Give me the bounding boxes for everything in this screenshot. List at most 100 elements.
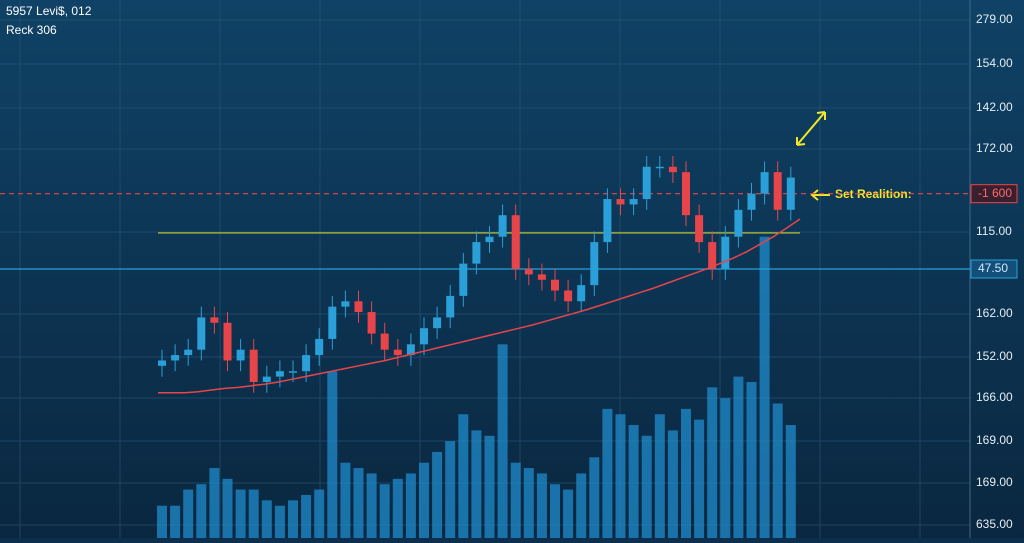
volume-bar — [157, 505, 167, 538]
volume-bar — [733, 376, 744, 538]
y-axis-label: 169.00 — [976, 433, 1013, 447]
candle-body — [328, 306, 337, 339]
candle-body — [682, 172, 690, 216]
candle-body — [184, 349, 193, 356]
arrow — [810, 189, 830, 201]
volume-bar — [366, 473, 377, 538]
candle-body — [289, 371, 297, 373]
candle-body — [642, 166, 651, 200]
volume-bar — [445, 441, 456, 538]
volume-bar — [536, 473, 547, 538]
candle-body — [341, 301, 350, 307]
candle-body — [629, 199, 638, 205]
candle-body — [433, 317, 442, 329]
volume-bar — [576, 473, 587, 538]
candle-body — [668, 166, 677, 173]
volume-bar — [314, 489, 325, 538]
volume-bar — [772, 403, 783, 538]
y-axis-label: 115.00 — [976, 224, 1012, 238]
candle-body — [236, 349, 245, 361]
candle-body — [773, 172, 782, 210]
candle-body — [406, 344, 415, 356]
volume-bar — [419, 462, 429, 538]
candle-body — [708, 242, 717, 269]
volume-bar — [615, 414, 626, 538]
volume-bar — [261, 500, 272, 538]
candle-body — [197, 317, 206, 350]
volume-bar — [170, 505, 181, 538]
candle-body — [603, 199, 612, 243]
candle-body — [498, 215, 507, 237]
candle-body — [171, 355, 180, 361]
candle-body — [315, 338, 324, 356]
candle-body — [721, 236, 730, 269]
volume-bar — [209, 468, 220, 538]
candle-body — [786, 177, 795, 210]
candle-body — [655, 166, 664, 169]
candle-body — [524, 269, 533, 275]
candle-body — [446, 295, 455, 318]
candle-body — [380, 333, 389, 350]
volume-bar — [288, 500, 298, 538]
candle-body — [760, 172, 769, 194]
volume-bar — [628, 425, 639, 538]
volume-bar — [327, 371, 338, 538]
volume-bar — [602, 408, 613, 538]
level-tag — [970, 184, 1018, 204]
arrow — [796, 111, 826, 146]
candle-body — [262, 376, 271, 382]
volume-bar — [497, 344, 508, 538]
volume-bar — [720, 398, 731, 538]
candle-body — [590, 242, 599, 286]
y-axis-label: 142.00 — [976, 100, 1013, 114]
y-axis-label: 635.00 — [976, 517, 1013, 531]
header-text: 5957 Levi$, 012 — [6, 4, 92, 18]
volume-bar — [274, 505, 285, 538]
level-tag — [970, 259, 1018, 279]
volume-bar — [235, 489, 246, 538]
volume-bar — [183, 489, 194, 538]
volume-bar — [654, 414, 665, 538]
volume-bar — [340, 462, 351, 538]
volume-bar — [550, 484, 560, 538]
volume-bar — [301, 494, 312, 538]
volume-bar — [196, 484, 207, 538]
candle-body — [367, 312, 376, 334]
volume-bar — [667, 430, 678, 538]
candle-body — [734, 209, 743, 237]
candle-body — [249, 349, 258, 382]
candle-body — [577, 285, 586, 302]
candle-body — [420, 328, 428, 345]
candle-body — [695, 215, 704, 243]
candle-body — [275, 371, 284, 377]
volume-bar — [510, 462, 521, 538]
candle-body — [551, 279, 559, 291]
volume-bar — [681, 408, 691, 538]
volume-bar — [248, 489, 259, 538]
candle-body — [564, 290, 573, 302]
candle-body — [223, 322, 232, 361]
volume-bar — [707, 387, 718, 538]
y-axis-label: 162.00 — [976, 306, 1013, 320]
moving-average — [158, 218, 801, 394]
volume-bar — [785, 425, 796, 538]
candle-body — [354, 301, 363, 313]
level-label: -1 600 — [978, 186, 1012, 200]
volume-bar — [523, 468, 534, 538]
volume-bar — [432, 451, 443, 538]
level-label: 47.50 — [978, 261, 1008, 275]
volume-bar — [405, 473, 416, 538]
volume-bar — [746, 381, 757, 538]
volume-bar — [471, 430, 482, 538]
candle-body — [485, 236, 494, 243]
volume-bar — [484, 435, 495, 538]
y-axis-label: 172.00 — [976, 141, 1013, 155]
candle-body — [537, 274, 546, 280]
candle-body — [472, 242, 481, 264]
volume-bar — [563, 489, 574, 538]
volume-bar — [589, 457, 600, 538]
candle-body — [158, 360, 166, 366]
candle-body — [511, 215, 520, 269]
volume-bar — [392, 478, 403, 538]
